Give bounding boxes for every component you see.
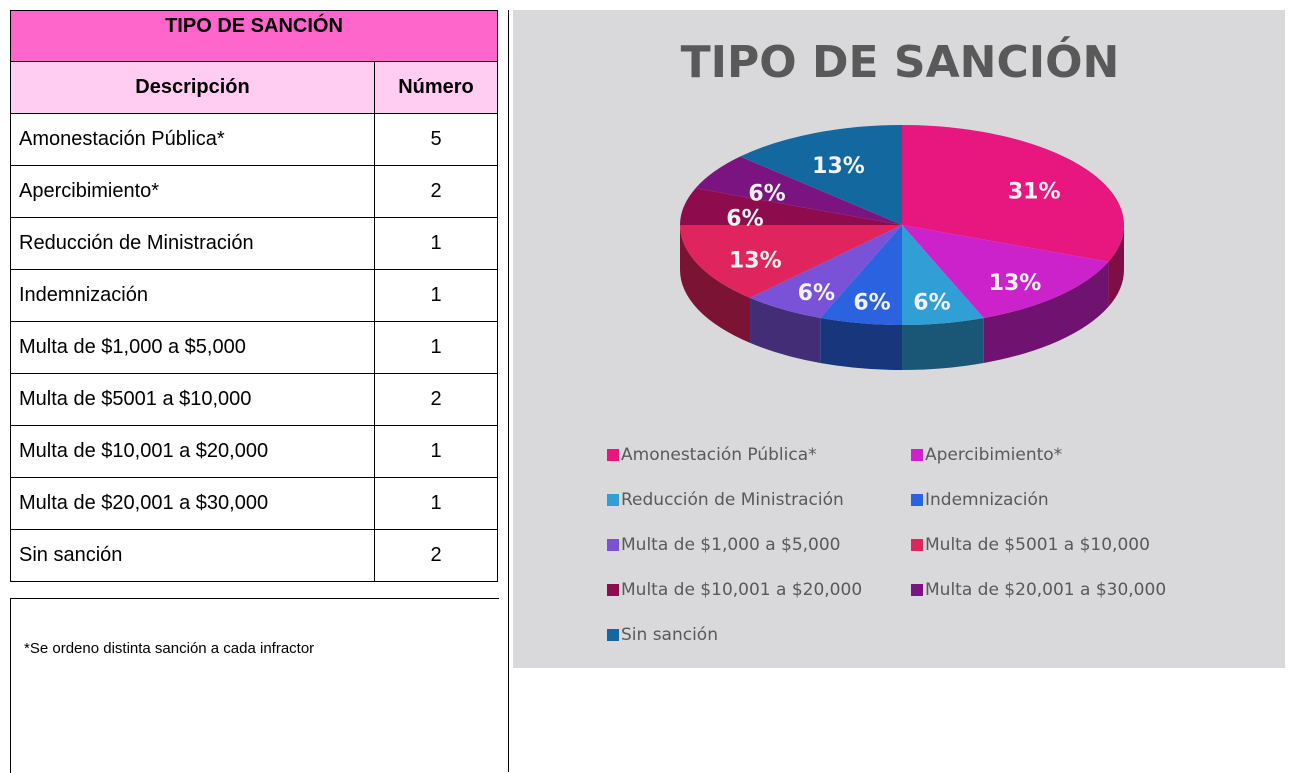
legend-swatch [607,584,619,596]
description-cell: Amonestación Pública* [10,113,375,166]
number-cell: 2 [374,373,498,426]
pie-side [1108,225,1124,307]
legend-swatch [911,584,923,596]
data-label: 6% [913,291,950,316]
note: *Se ordeno distinta sanción a cada infra… [24,640,315,657]
pie-slice [750,225,902,318]
pie-slice [902,225,1109,318]
number-cell: 5 [374,113,498,166]
data-label: 6% [748,181,785,206]
data-label: 6% [853,291,890,316]
chart-title: TIPO DE SANCIÓN [681,35,1120,88]
legend-label: Indemnización [925,490,1049,510]
description-cell: Apercibimiento* [10,165,375,218]
pie-side [750,297,821,363]
pie-slice [740,125,902,225]
legend-label: Multa de $20,001 a $30,000 [925,580,1166,600]
legend-label: Apercibimiento* [925,445,1062,465]
data-label: 6% [798,281,835,306]
data-label: 31% [1008,180,1061,205]
legend-swatch [607,449,619,461]
number-cell: 2 [374,529,498,582]
data-label: 6% [726,207,763,232]
description-cell: Reducción de Ministración [10,217,375,270]
legend-label: Amonestación Pública* [621,445,817,465]
legend-label: Multa de $5001 a $10,000 [925,535,1150,555]
description-cell: Sin sanción [10,529,375,582]
legend-swatch [911,539,923,551]
legend-swatch [911,449,923,461]
legend-label: Multa de $10,001 a $20,000 [621,580,862,600]
note-frame [10,598,499,773]
number-cell: 1 [374,269,498,322]
pie-slice [680,225,902,298]
pie-slice [902,225,984,325]
legend-swatch [607,539,619,551]
pie-slice [820,225,902,325]
table-row: Multa de $20,001 a $30,000 1 [10,477,498,530]
table-row: Apercibimiento* 2 [10,165,498,218]
description-cell: Multa de $1,000 a $5,000 [10,321,375,374]
table-row: Indemnización 1 [10,269,498,322]
description-cell: Multa de $5001 a $10,000 [10,373,375,426]
sanction-table: TIPO DE SANCIÓN Descripción Número Amones… [10,10,498,582]
table-row: Multa de $5001 a $10,000 2 [10,373,498,426]
legend-label: Sin sanción [621,625,718,645]
table-title: TIPO DE SANCIÓN [10,10,498,62]
data-label: 13% [989,271,1042,296]
pie-side [902,317,984,370]
pie-side [680,225,751,343]
pie-side [820,317,902,370]
table-row: Reducción de Ministración 1 [10,217,498,270]
description-cell: Multa de $20,001 a $30,000 [10,477,375,530]
number-cell: 1 [374,217,498,270]
pie-slice [902,125,1124,262]
number-cell: 2 [374,165,498,218]
pie-side [983,261,1109,363]
data-label: 13% [729,249,782,274]
number-cell: 1 [374,321,498,374]
legend-swatch [607,494,619,506]
legend-label: Multa de $1,000 a $5,000 [621,535,841,555]
pie-slice [679,188,902,225]
legend-label: Reducción de Ministración [621,490,844,510]
table-row: Amonestación Pública* 5 [10,113,498,166]
data-label: 13% [812,154,865,179]
legend-swatch [911,494,923,506]
pie-slice [695,156,902,225]
table-row: Sin sanción 2 [10,529,498,582]
table-row: Multa de $1,000 a $5,000 1 [10,321,498,374]
divider [508,10,509,772]
legend-swatch [607,629,619,641]
